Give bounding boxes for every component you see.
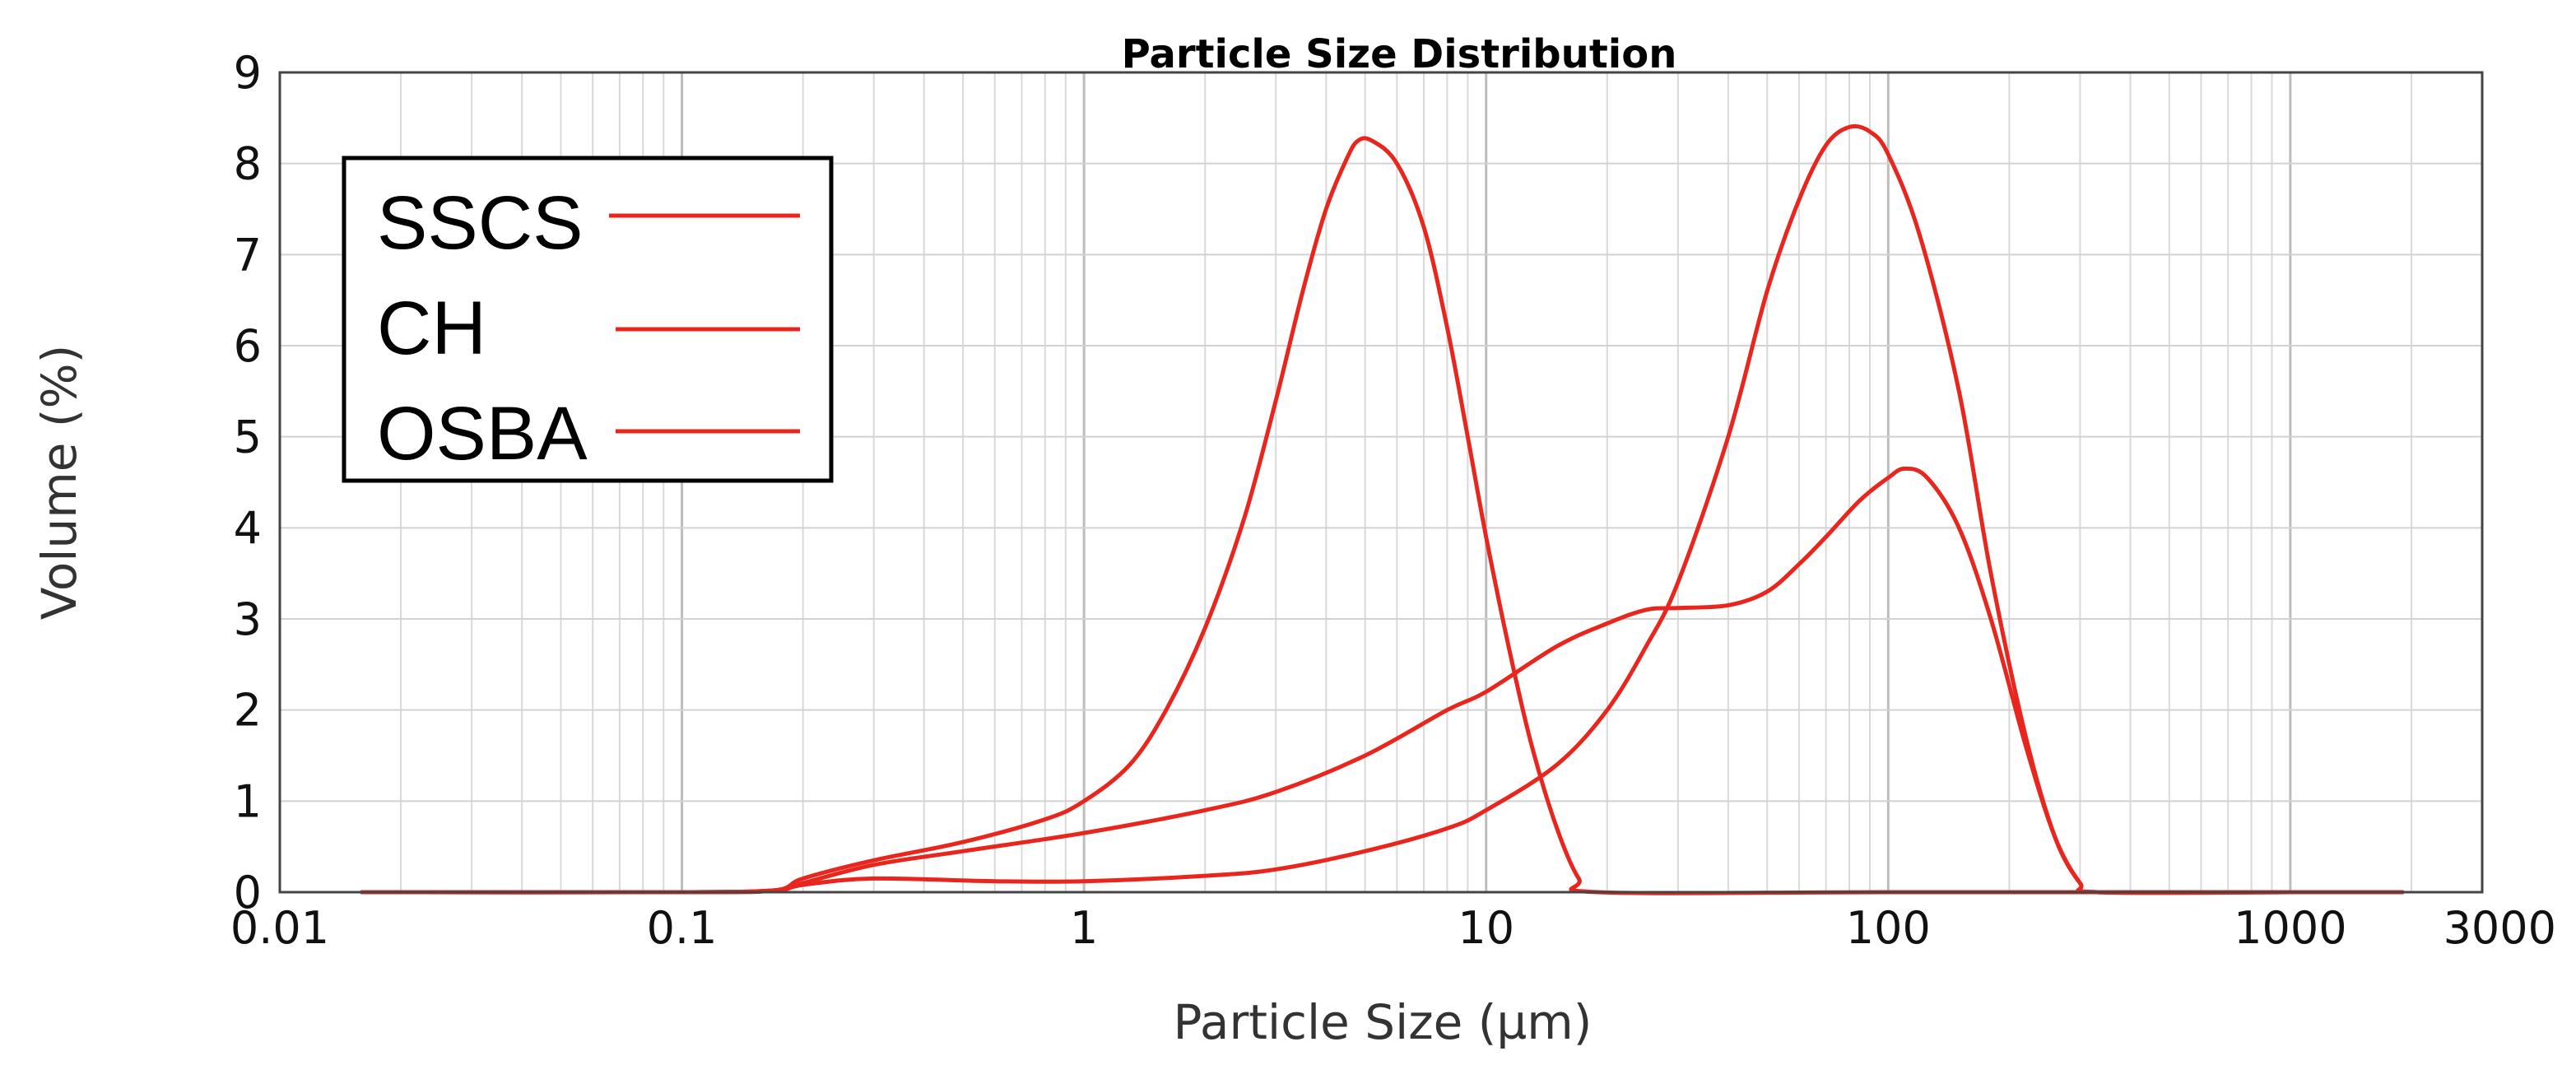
- x-tick-label: 10: [1458, 902, 1514, 954]
- legend-label-ch: CH: [377, 286, 486, 370]
- series-line-ch: [360, 123, 2405, 895]
- legend-box: [342, 156, 834, 483]
- plot-frame: [278, 71, 2484, 894]
- series-line-osba: [360, 466, 2405, 895]
- x-tick-label: 0.1: [647, 902, 718, 954]
- y-tick-label: 3: [234, 593, 262, 645]
- legend-label-sscs: SSCS: [377, 181, 584, 265]
- y-tick-label: 1: [234, 775, 262, 827]
- x-tick-label: 1: [1070, 902, 1098, 954]
- x-axis-label: Particle Size (µm): [1174, 994, 1593, 1050]
- y-tick-label: 2: [234, 685, 262, 737]
- legend-label-osba: OSBA: [377, 392, 588, 476]
- y-tick-label: 9: [234, 47, 262, 99]
- x-tick-label: 3000: [2443, 902, 2556, 954]
- y-tick-label: 7: [234, 229, 262, 281]
- x-tick-label: 1000: [2234, 902, 2346, 954]
- legend: SSCS CH OSBA: [342, 156, 834, 483]
- y-tick-label: 4: [234, 502, 262, 554]
- y-tick-label: 8: [234, 138, 262, 190]
- y-tick-label: 6: [234, 320, 262, 372]
- y-axis-label: Volume (%): [31, 345, 87, 621]
- chart-title: Particle Size Distribution: [1122, 31, 1677, 77]
- chart-series-layer: [360, 123, 2405, 895]
- y-tick-label: 5: [234, 412, 262, 463]
- series-line-sscs: [360, 136, 2405, 895]
- x-tick-label: 100: [1846, 902, 1931, 954]
- x-axis-ticks: 0.01 0.1 1 10 100 1000 3000: [230, 902, 2556, 954]
- y-axis-ticks: 0 1 2 3 4 5 6 7 8 9: [234, 47, 262, 919]
- x-tick-label: 0.01: [230, 902, 329, 954]
- y-tick-label: 0: [234, 867, 262, 919]
